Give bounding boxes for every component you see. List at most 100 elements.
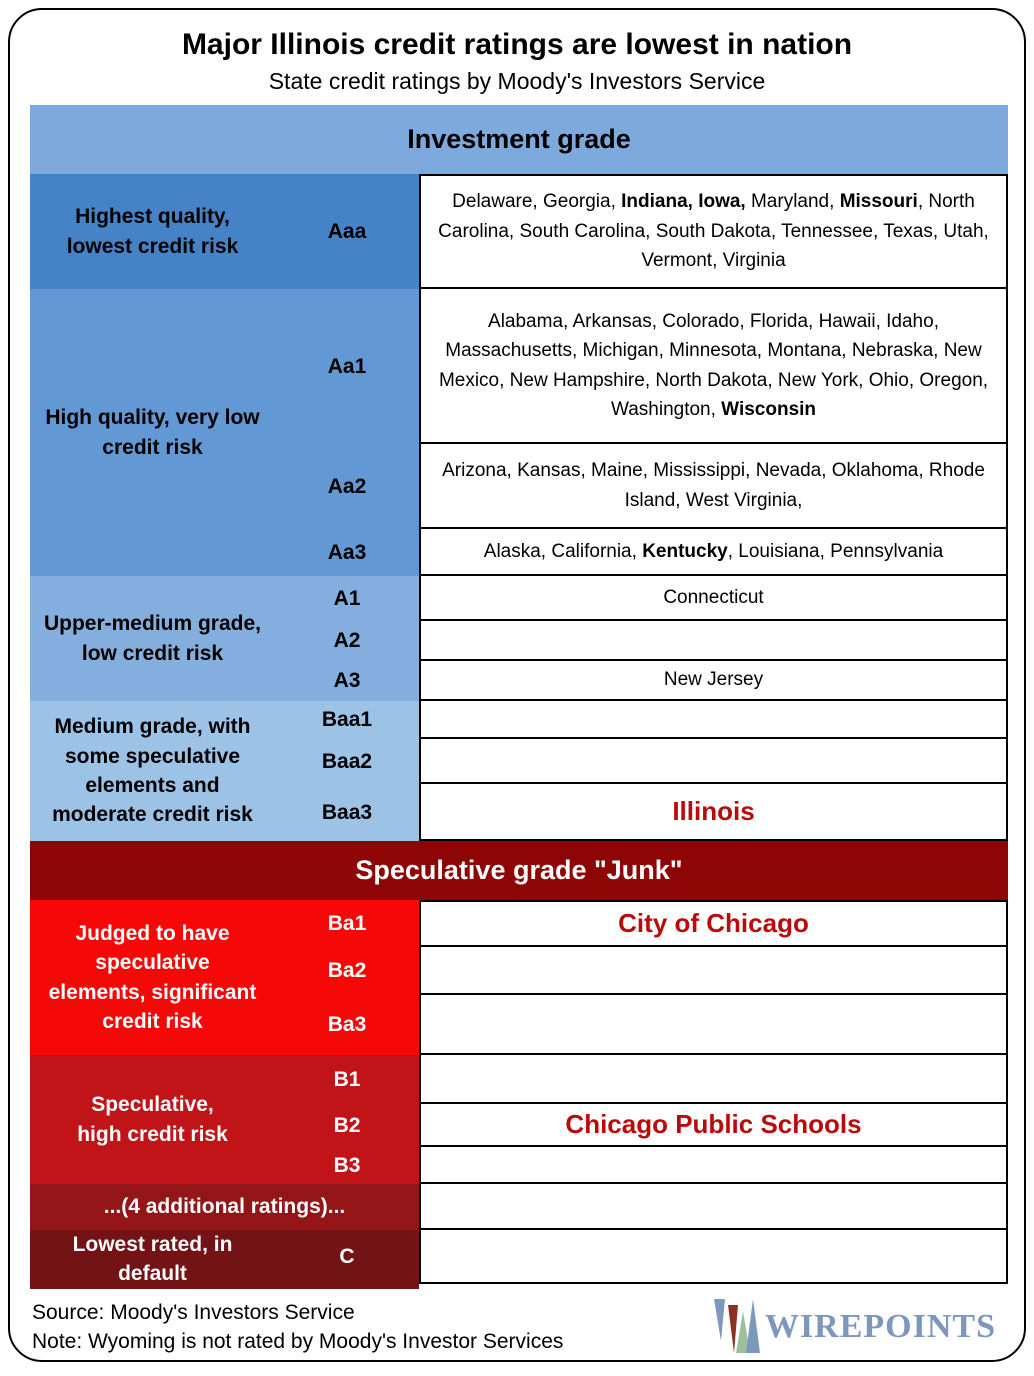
rating-code: A2 (333, 629, 361, 652)
cell-text: Alabama, Arkansas, Colorado, Florida, Ha… (435, 307, 992, 425)
quality-label: Speculative, high credit risk (77, 1093, 228, 1146)
rating-cells: Delaware, Georgia, Indiana, Iowa, Maryla… (419, 174, 1008, 289)
rating-code: A3 (333, 669, 361, 692)
rating-code: B1 (333, 1067, 361, 1091)
rating-cells: Chicago Public Schools (419, 1055, 1008, 1184)
quality-label: Highest quality, lowest credit risk (66, 205, 239, 258)
state-names: Arizona, Kansas, Maine, Mississippi, Nev… (442, 460, 985, 511)
rating-cells: Alabama, Arkansas, Colorado, Florida, Ha… (419, 289, 1008, 576)
quality-label: Medium grade, with some speculative elem… (52, 715, 253, 827)
cell-text: City of Chicago (618, 908, 809, 939)
state-names: Alabama, Arkansas, Colorado, Florida, Ha… (438, 310, 989, 420)
rating-code: Aa1 (327, 354, 367, 378)
rating-code: A1 (333, 586, 361, 610)
quality-block: Speculative, high credit risk B1 B2 B3 (30, 1055, 419, 1184)
rating-codes: C (275, 1230, 419, 1289)
rating-group: Highest quality, lowest credit risk Aaa De… (30, 174, 1008, 289)
investment-grade-header: Investment grade (30, 105, 1008, 174)
rating-cell (419, 1147, 1008, 1184)
cell-text: New Jersey (664, 665, 763, 694)
quality-label: High quality, very low credit risk (45, 406, 260, 459)
rating-code: Baa1 (321, 708, 373, 731)
cell-text: Arizona, Kansas, Maine, Mississippi, Nev… (435, 456, 992, 515)
cell-text: Delaware, Georgia, Indiana, Iowa, Maryla… (435, 187, 992, 275)
rating-code: B3 (333, 1153, 361, 1177)
rating-cell (419, 701, 1008, 739)
ratings-table: Investment grade Highest quality, lowest … (30, 105, 1008, 1289)
quality-label: ...(4 additional ratings)... (103, 1195, 346, 1219)
rating-cell: City of Chicago (419, 900, 1008, 947)
speculative-grade-header: Speculative grade "Junk" (30, 841, 1008, 900)
rating-cell: Delaware, Georgia, Indiana, Iowa, Maryla… (419, 174, 1008, 289)
wyoming-note: Note: Wyoming is not rated by Moody's In… (32, 1330, 564, 1353)
rating-cell: Alabama, Arkansas, Colorado, Florida, Ha… (419, 289, 1008, 444)
rating-code: Baa2 (321, 749, 373, 773)
rating-codes: B1 B2 B3 (275, 1055, 419, 1184)
rating-group: Upper-medium grade, low credit risk A1 A2 A… (30, 576, 1008, 701)
state-names: , Louisiana, Pennsylvania (727, 540, 944, 562)
page-subtitle: State credit ratings by Moody's Investor… (268, 68, 766, 94)
rating-cell (419, 1184, 1008, 1230)
quality-label: Judged to have speculative elements, sig… (48, 921, 257, 1033)
state-names: , North Carolina, South Carolina, South … (438, 191, 989, 272)
wirepoints-logo: WIREPOINTS (713, 1299, 1002, 1355)
rating-group: Speculative, high credit risk B1 B2 B3 Chica… (30, 1055, 1008, 1184)
cell-text: Chicago Public Schools (565, 1109, 862, 1140)
rating-group: Judged to have speculative elements, sig… (30, 900, 1008, 1055)
rating-cells: Illinois (419, 701, 1008, 841)
quality-block: Highest quality, lowest credit risk Aaa (30, 174, 419, 289)
rating-cells (419, 1184, 1008, 1230)
rating-cell (419, 621, 1008, 661)
state-name-bold: Missouri (839, 191, 918, 213)
state-name-bold: Kentucky (642, 540, 728, 562)
wirepoints-logo-icon (713, 1299, 760, 1353)
state-names: Maryland, (745, 191, 840, 213)
quality-label: Upper-medium grade, low credit risk (43, 612, 262, 665)
rating-cell (419, 1230, 1008, 1284)
page-title: Major Illinois credit ratings are lowest… (181, 28, 853, 61)
quality-block: Lowest rated, in default C (30, 1230, 419, 1289)
rating-group: High quality, very low credit risk Aa1 Aa2… (30, 289, 1008, 576)
source-note: Source: Moody's Investors Service (32, 1301, 355, 1324)
state-names: Delaware, Georgia, (452, 191, 622, 213)
state-names: Connecticut (663, 586, 764, 608)
rating-codes: Aaa (275, 174, 419, 289)
state-names: Alaska, California, (483, 540, 643, 562)
rating-code: Aaa (327, 219, 367, 243)
quality-block: High quality, very low credit risk Aa1 Aa2… (30, 289, 419, 576)
rating-cells: City of Chicago (419, 900, 1008, 1055)
rating-cell: New Jersey (419, 661, 1008, 701)
rating-code: Aa2 (327, 474, 367, 498)
rating-code: Ba3 (327, 1013, 367, 1036)
rating-code: Aa3 (327, 540, 367, 564)
rating-cell: Arizona, Kansas, Maine, Mississippi, Nev… (419, 444, 1008, 529)
infographic-frame: Major Illinois credit ratings are lowest… (8, 8, 1026, 1362)
rating-cells (419, 1230, 1008, 1289)
rating-codes: A1 A2 A3 (275, 576, 419, 701)
quality-block: ...(4 additional ratings)... (30, 1184, 419, 1230)
rating-codes: Baa1 Baa2 Baa3 (275, 701, 419, 841)
rating-codes: Ba1 Ba2 Ba3 (275, 900, 419, 1055)
cell-text: Illinois (672, 796, 755, 827)
footer-notes: Source: Moody's Investors Service Note: … (32, 1298, 563, 1356)
rating-group: Lowest rated, in default C (30, 1230, 1008, 1289)
rating-cell: Alaska, California, Kentucky, Louisiana,… (419, 529, 1008, 576)
rating-cell (419, 1055, 1008, 1104)
rating-cell: Chicago Public Schools (419, 1104, 1008, 1147)
quality-label: Lowest rated, in default (72, 1233, 233, 1286)
quality-block: Upper-medium grade, low credit risk A1 A2 A… (30, 576, 419, 701)
footer: Source: Moody's Investors Service Note: … (32, 1298, 1002, 1356)
rating-group: ...(4 additional ratings)... (30, 1184, 1008, 1230)
rating-codes: Aa1 Aa2 Aa3 (275, 289, 419, 576)
rating-code: B2 (333, 1113, 361, 1137)
rating-group: Medium grade, with some speculative elem… (30, 701, 1008, 841)
wirepoints-wordmark: WIREPOINTS (764, 1308, 996, 1345)
rating-code: Baa3 (321, 800, 373, 824)
rating-code: Ba1 (327, 911, 367, 935)
rating-cells: Connecticut New Jersey (419, 576, 1008, 701)
quality-block: Judged to have speculative elements, sig… (30, 900, 419, 1055)
state-name-bold: Indiana, Iowa, (621, 191, 746, 213)
rating-code: C (339, 1245, 355, 1268)
quality-block: Medium grade, with some speculative elem… (30, 701, 419, 841)
cell-text: Connecticut (663, 583, 763, 612)
